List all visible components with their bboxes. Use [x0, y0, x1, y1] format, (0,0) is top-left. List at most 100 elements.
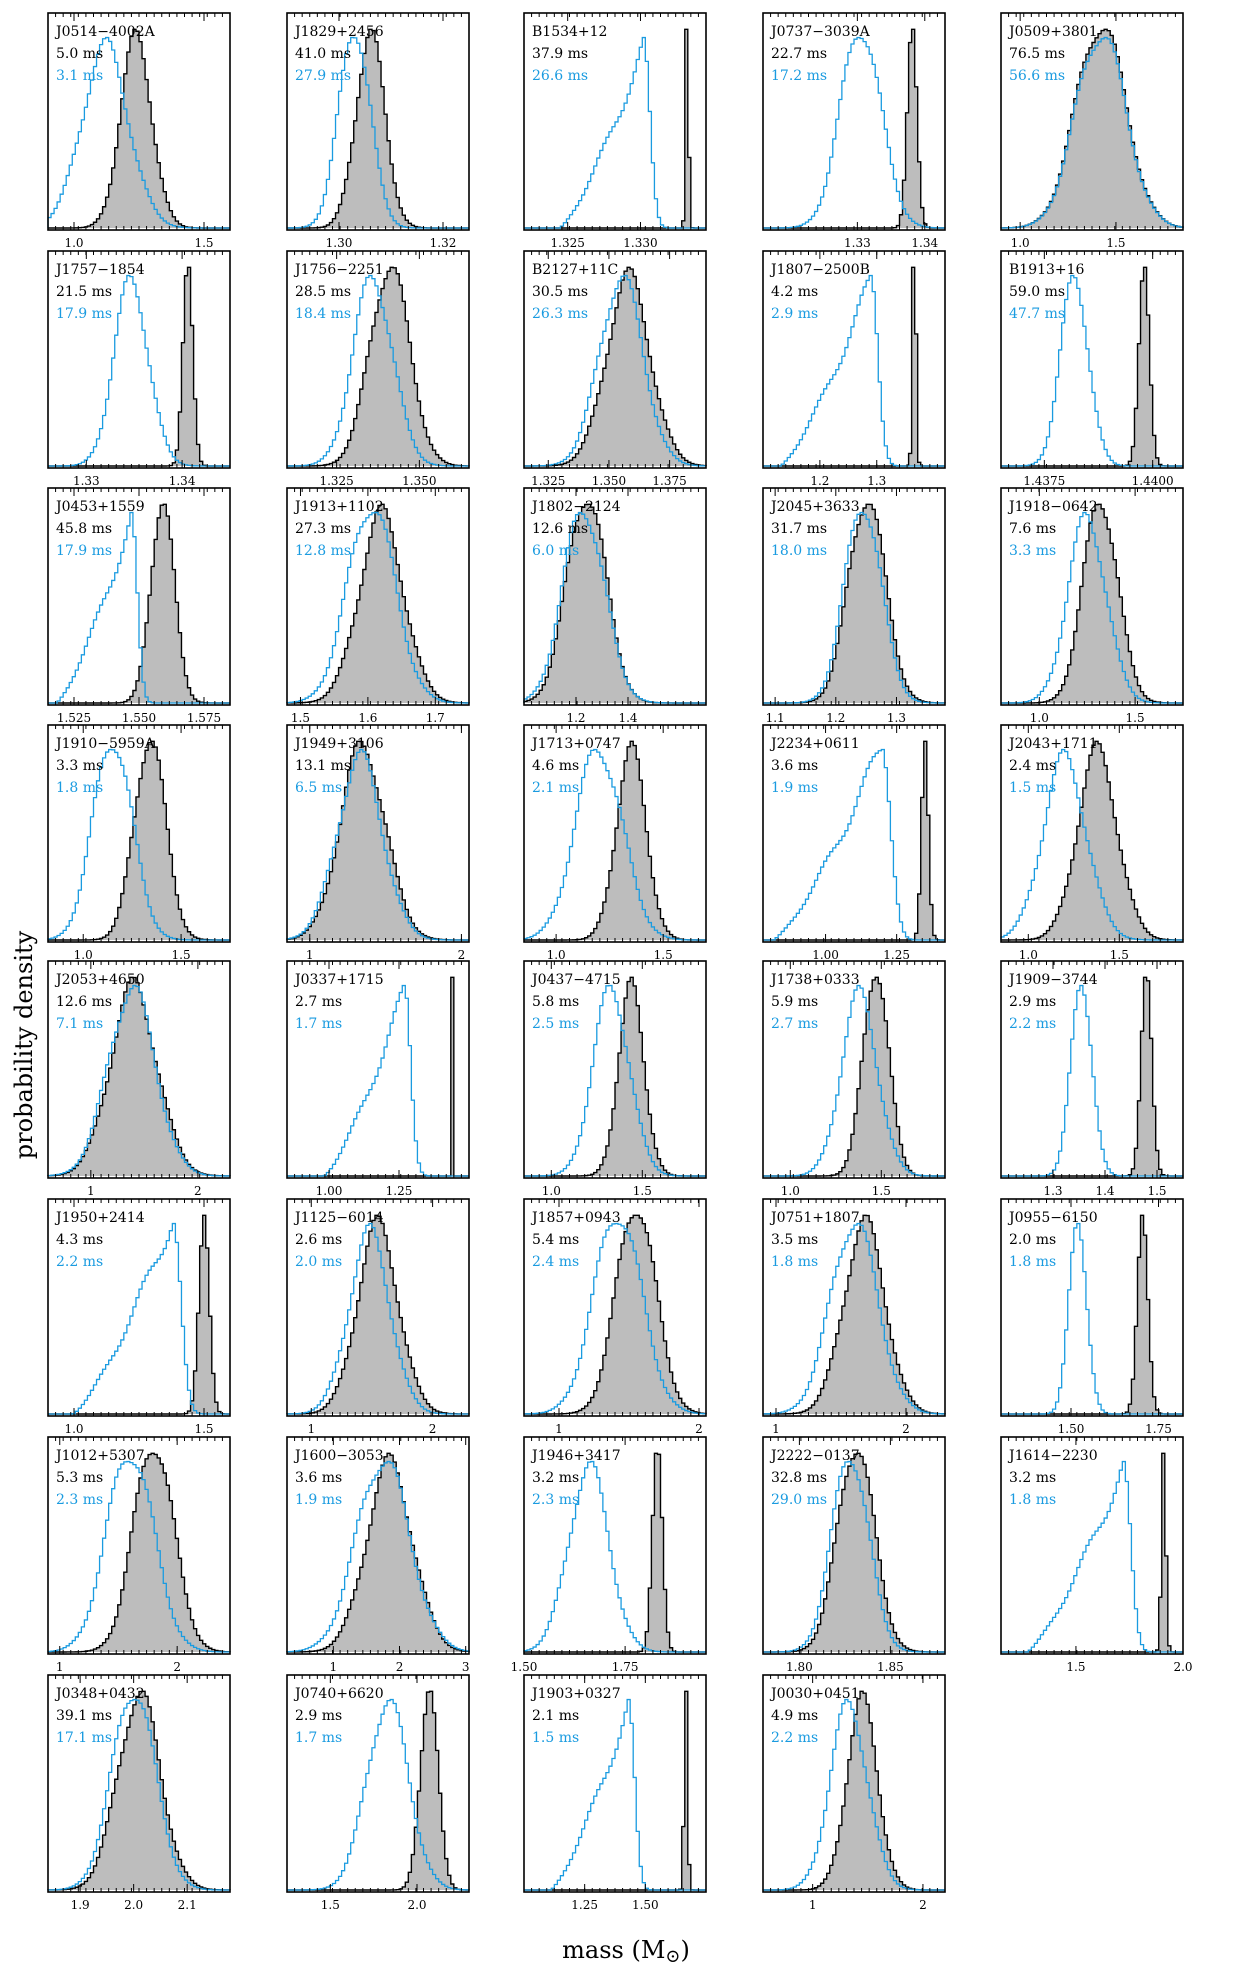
- blue-histogram-outline: [524, 1698, 706, 1891]
- tick-label: 2: [902, 1422, 910, 1436]
- panel: 1.325 1.350 J1756−2251 28.5 ms 18.4 ms: [286, 250, 470, 488]
- pulsar-name-label: J0348+0432: [54, 1686, 145, 1702]
- pulsar-name-label: J0337+1715: [293, 972, 384, 988]
- panel: 1.33 1.34 J1757−1854 21.5 ms 17.9 ms: [47, 250, 231, 488]
- tick-label: 1.2: [566, 711, 585, 725]
- gray-histogram-outline: [286, 503, 470, 704]
- tick-label: 1.0: [1011, 236, 1030, 250]
- tick-label: 1.75: [1145, 1422, 1172, 1436]
- ms-blue-label: 3.3 ms: [1009, 543, 1056, 559]
- panel: 1.1 1.2 1.3 J2045+3633 31.7 ms 18.0 ms: [762, 487, 946, 725]
- panel: 1.9 2.0 2.1 J0348+0432 39.1 ms 17.1 ms: [47, 1674, 231, 1912]
- tick-label: 1.0: [64, 1422, 83, 1436]
- blue-histogram-outline: [524, 36, 706, 229]
- gray-histogram-fill: [1001, 267, 1183, 466]
- ms-black-label: 22.7 ms: [771, 46, 827, 62]
- ms-blue-label: 18.4 ms: [295, 306, 351, 322]
- pulsar-name-label: J1738+0333: [769, 972, 860, 988]
- ms-blue-label: 1.8 ms: [771, 1254, 818, 1270]
- tick-label: 1.325: [531, 474, 565, 488]
- pulsar-name-label: J0737−3039A: [769, 24, 871, 40]
- pulsar-name-label: J1903+0327: [530, 1686, 621, 1702]
- ms-black-label: 4.9 ms: [771, 1708, 818, 1724]
- panel: 1 2 J2053+4650 12.6 ms 7.1 ms: [47, 960, 231, 1198]
- tick-label: 1.50: [511, 1660, 538, 1674]
- gray-histogram-fill: [1001, 504, 1183, 703]
- panel: 1.5 1.6 1.7 J1913+1102 27.3 ms 12.8 ms: [286, 487, 470, 725]
- ms-blue-label: 2.7 ms: [771, 1016, 818, 1032]
- ms-black-label: 59.0 ms: [1009, 284, 1065, 300]
- pulsar-name-label: J2045+3633: [769, 499, 860, 515]
- pulsar-name-label: J0955−6150: [1007, 1210, 1098, 1226]
- ms-blue-label: 3.1 ms: [56, 68, 103, 84]
- panel: 1.0 1.5 J0514−4002A 5.0 ms 3.1 ms: [47, 12, 231, 250]
- ms-blue-label: 2.1 ms: [532, 780, 579, 796]
- ms-black-label: 45.8 ms: [56, 521, 112, 537]
- pulsar-name-label: J0509+3801: [1007, 24, 1098, 40]
- tick-label: 1.5: [172, 948, 191, 962]
- gray-histogram-outline: [524, 266, 707, 467]
- gray-histogram-fill: [524, 1215, 706, 1414]
- tick-label: 1.5: [321, 1898, 340, 1912]
- panel: 1.0 1.5 J1910−5959A 3.3 ms 1.8 ms: [47, 724, 231, 962]
- tick-label: 1.5: [1126, 711, 1145, 725]
- ms-blue-label: 17.9 ms: [56, 543, 112, 559]
- ms-blue-label: 1.8 ms: [56, 780, 103, 796]
- ms-black-label: 30.5 ms: [532, 284, 588, 300]
- gray-histogram-fill: [48, 29, 230, 229]
- tick-label: 1.30: [326, 236, 353, 250]
- panel: 1.0 1.5 J1713+0747 4.6 ms 2.1 ms: [523, 724, 707, 962]
- gray-histogram-fill: [48, 1215, 230, 1414]
- pulsar-name-label: J1949+3106: [293, 736, 384, 752]
- pulsar-name-label: B1534+12: [532, 24, 607, 40]
- pulsar-name-label: J1910−5959A: [54, 736, 156, 752]
- ms-black-label: 2.6 ms: [295, 1232, 342, 1248]
- tick-label: 1.5: [1106, 236, 1125, 250]
- blue-histogram-outline: [48, 511, 230, 704]
- tick-label: 1.5: [194, 236, 213, 250]
- ms-blue-label: 17.1 ms: [56, 1730, 112, 1746]
- panel: 1.00 1.25 J0337+1715 2.7 ms 1.7 ms: [286, 960, 470, 1198]
- ms-blue-label: 2.2 ms: [1009, 1016, 1056, 1032]
- tick-label: 1.1: [766, 711, 785, 725]
- blue-histogram-outline: [47, 1460, 231, 1653]
- ms-black-label: 37.9 ms: [532, 46, 588, 62]
- ms-blue-label: 1.5 ms: [1009, 780, 1056, 796]
- ms-black-label: 28.5 ms: [295, 284, 351, 300]
- pulsar-name-label: J1012+5307: [54, 1448, 145, 1464]
- gray-histogram-outline: [1001, 266, 1183, 467]
- tick-label: 3: [462, 1660, 470, 1674]
- ms-blue-label: 2.3 ms: [56, 1492, 103, 1508]
- ms-black-label: 4.2 ms: [771, 284, 818, 300]
- tick-label: 1.5: [291, 711, 310, 725]
- tick-label: 2.0: [1173, 1660, 1192, 1674]
- tick-label: 1.5: [872, 1184, 891, 1198]
- tick-label: 2: [173, 1660, 181, 1674]
- tick-label: 1.325: [551, 236, 585, 250]
- ms-blue-label: 26.6 ms: [532, 68, 588, 84]
- ms-blue-label: 47.7 ms: [1009, 306, 1065, 322]
- tick-label: 2.0: [124, 1898, 143, 1912]
- panel: 1 2 J1125−6014 2.6 ms 2.0 ms: [286, 1198, 470, 1436]
- ms-black-label: 39.1 ms: [56, 1708, 112, 1724]
- ms-black-label: 2.7 ms: [295, 994, 342, 1010]
- blue-histogram-outline: [763, 748, 945, 941]
- x-axis-title: mass (M⊙): [562, 1936, 690, 1967]
- panel: 1 2 J1857+0943 5.4 ms 2.4 ms: [523, 1198, 707, 1436]
- tick-label: 1.4: [618, 711, 637, 725]
- blue-histogram-outline: [1000, 36, 1184, 229]
- panel: 1.0 1.5 J1738+0333 5.9 ms 2.7 ms: [762, 960, 946, 1198]
- tick-label: 2.1: [178, 1898, 197, 1912]
- tick-label: 1.3: [867, 474, 886, 488]
- ms-black-label: 4.3 ms: [56, 1232, 103, 1248]
- tick-label: 1.33: [73, 474, 100, 488]
- ms-black-label: 2.0 ms: [1009, 1232, 1056, 1248]
- blue-histogram-outline: [287, 1698, 470, 1891]
- ms-blue-label: 26.3 ms: [532, 306, 588, 322]
- ms-black-label: 5.0 ms: [56, 46, 103, 62]
- ms-blue-label: 2.5 ms: [532, 1016, 579, 1032]
- gray-histogram-outline: [763, 266, 945, 467]
- gray-histogram-fill: [763, 29, 945, 229]
- pulsar-name-label: J2053+4650: [54, 972, 145, 988]
